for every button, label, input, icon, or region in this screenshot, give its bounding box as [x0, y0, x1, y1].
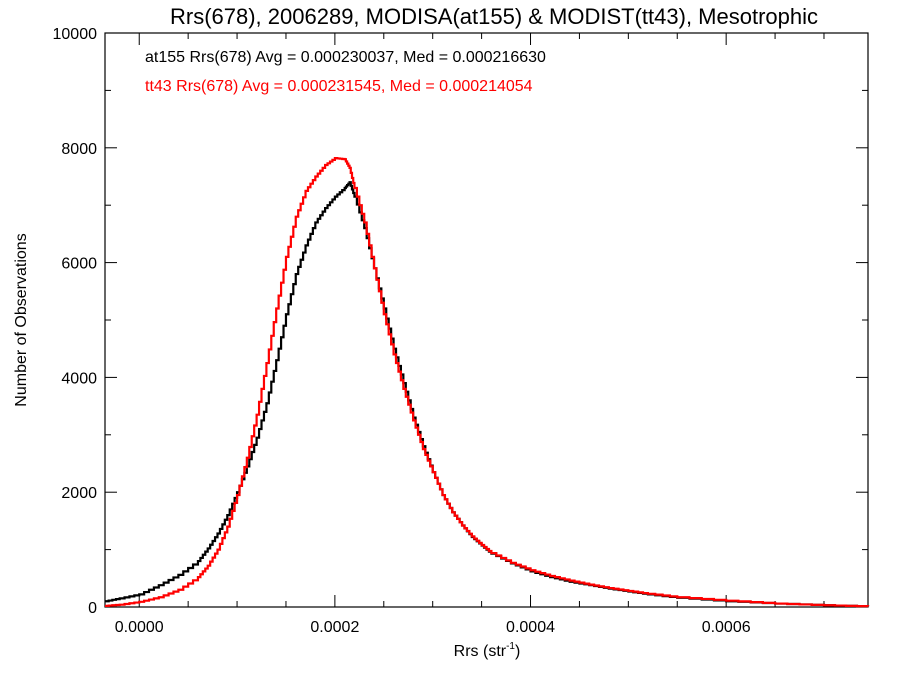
y-tick-label: 6000	[61, 256, 97, 273]
y-tick-label: 4000	[61, 370, 97, 387]
x-tick-label: 0.0002	[310, 619, 359, 636]
y-tick-labels: 0 2000 4000 6000 8000 10000	[53, 26, 98, 617]
plot-frame	[104, 32, 869, 608]
x-axis-label-close: )	[515, 643, 520, 660]
annotation-at155: at155 Rrs(678) Avg = 0.000230037, Med = …	[145, 49, 546, 66]
annotation-tt43: tt43 Rrs(678) Avg = 0.000231545, Med = 0…	[145, 78, 533, 95]
axis-ticks	[105, 32, 868, 608]
y-axis-label: Number of Observations	[13, 233, 30, 406]
x-axis-label-superscript: -1	[506, 641, 515, 652]
x-axis-label-main: Rrs (str	[454, 643, 507, 660]
x-tick-labels: 0.0000 0.0002 0.0004 0.0006	[115, 619, 751, 636]
y-tick-label: 8000	[61, 141, 97, 158]
x-tick-label: 0.0000	[115, 619, 164, 636]
chart-title: Rrs(678), 2006289, MODISA(at155) & MODIS…	[170, 4, 818, 29]
series-line-1	[105, 157, 870, 608]
series-group	[105, 157, 870, 608]
y-tick-label: 2000	[61, 485, 97, 502]
x-axis-label: Rrs (str-1)	[454, 641, 521, 660]
y-tick-label: 10000	[53, 26, 98, 43]
y-tick-label: 0	[88, 600, 97, 617]
x-tick-label: 0.0006	[702, 619, 751, 636]
x-tick-label: 0.0004	[506, 619, 555, 636]
